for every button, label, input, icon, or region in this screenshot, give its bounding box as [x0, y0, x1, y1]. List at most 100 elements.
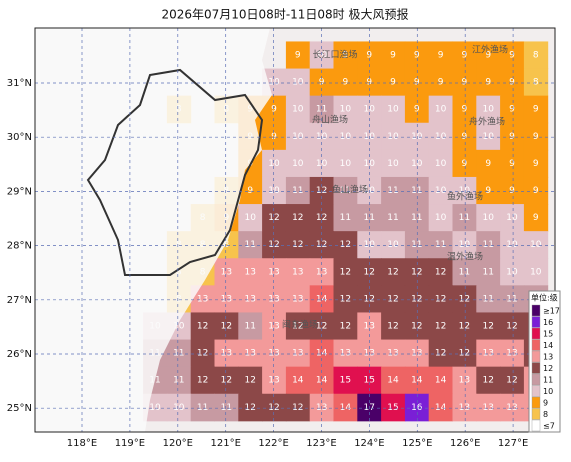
wind-cell	[428, 312, 453, 341]
wind-cell	[452, 68, 477, 97]
wind-cell	[428, 149, 453, 178]
wind-value: 9	[438, 78, 444, 88]
wind-value: 15	[340, 376, 351, 386]
wind-value: 12	[387, 267, 398, 277]
wind-value: 10	[268, 159, 280, 169]
wind-value: 13	[459, 403, 470, 413]
legend-label: ≥17	[543, 307, 560, 316]
wind-value: 12	[435, 322, 446, 332]
legend-swatch	[531, 316, 541, 328]
wind-cell	[476, 41, 501, 70]
wind-cell	[428, 231, 453, 259]
fishing-zone: 舟山渔场	[312, 114, 348, 126]
wind-cell	[285, 285, 311, 313]
wind-cell	[381, 312, 406, 341]
wind-value: 9	[509, 159, 515, 169]
wind-cell	[333, 95, 358, 124]
legend-swatch	[531, 373, 541, 386]
wind-value: 12	[268, 213, 279, 223]
wind-value: 12	[292, 213, 303, 223]
wind-value: 13	[268, 267, 279, 277]
wind-value: 13	[268, 376, 279, 386]
wind-value: 10	[435, 159, 447, 169]
wind-value: 11	[340, 213, 351, 223]
wind-cell	[452, 95, 477, 124]
wind-cell	[333, 204, 358, 232]
wind-cell	[476, 68, 501, 97]
wind-cell	[285, 149, 311, 178]
wind-cell	[523, 149, 549, 178]
wind-value: 10	[387, 105, 399, 115]
wind-cell	[452, 41, 477, 70]
wind-cell	[476, 258, 501, 286]
wind-cell	[381, 149, 406, 178]
wind-value: 12	[506, 322, 517, 332]
wind-cell	[190, 312, 215, 341]
lon-label: 124°E	[354, 438, 384, 449]
wind-value: 13	[316, 267, 327, 277]
wind-value: 12	[244, 376, 255, 386]
wind-cell	[523, 258, 549, 286]
wind-value: 10	[292, 159, 304, 169]
wind-value: 10	[459, 186, 471, 196]
wind-cell	[333, 393, 358, 422]
legend-swatch	[531, 304, 541, 317]
wind-value: 9	[485, 51, 491, 61]
wind-value: 10	[411, 132, 423, 142]
wind-cell	[285, 95, 311, 124]
wind-value: 11	[340, 186, 351, 196]
wind-value: 11	[173, 376, 184, 386]
wind-value: 9	[390, 51, 396, 61]
wind-cell	[333, 176, 358, 205]
wind-value: 13	[387, 349, 398, 359]
wind-value: 13	[244, 349, 255, 359]
wind-cell	[166, 339, 192, 368]
legend-title: 单位:级	[531, 293, 558, 303]
wind-value: 13	[482, 403, 493, 413]
wind-cell	[262, 393, 287, 422]
wind-value: 9	[414, 51, 420, 61]
wind-cell	[285, 393, 311, 422]
wind-value: 12	[411, 294, 422, 304]
wind-cell	[476, 393, 501, 422]
wind-cell	[285, 339, 311, 368]
wind-value: 14	[292, 376, 304, 386]
wind-value: 14	[435, 403, 447, 413]
wind-value: 14	[435, 376, 447, 386]
fishing-zone: 舟外渔场	[469, 116, 505, 128]
wind-value: 10	[340, 132, 352, 142]
wind-value: 9	[462, 105, 468, 115]
wind-value: 12	[340, 294, 351, 304]
lat-label: 25°N	[7, 403, 32, 414]
wind-cell	[428, 366, 453, 395]
wind-value: 10	[244, 213, 256, 223]
legend-swatch	[531, 419, 541, 432]
wind-value: 10	[173, 322, 185, 332]
wind-value: 10	[292, 132, 304, 142]
wind-value: 10	[363, 159, 375, 169]
wind-value: 10	[387, 132, 399, 142]
wind-value: 9	[271, 105, 277, 115]
wind-value: 9	[462, 132, 468, 142]
legend-label: 14	[543, 341, 553, 350]
lon-label: 123°E	[306, 438, 336, 449]
wind-cell	[262, 122, 287, 151]
wind-value: 10	[435, 105, 447, 115]
wind-cell	[500, 312, 525, 341]
wind-cell	[476, 149, 501, 178]
wind-cell	[333, 312, 358, 341]
wind-cell	[452, 366, 477, 395]
wind-value: 10	[482, 132, 494, 142]
wind-value: 10	[363, 105, 375, 115]
wind-value: 11	[197, 403, 208, 413]
wind-value: 11	[459, 267, 470, 277]
wind-cell	[523, 41, 549, 70]
wind-value: 11	[363, 213, 374, 223]
wind-value: 15	[363, 376, 374, 386]
wind-value: 14	[411, 376, 423, 386]
wind-value: 11	[459, 213, 470, 223]
wind-cell	[262, 312, 287, 341]
wind-value: 11	[244, 240, 255, 250]
lon-label: 120°E	[163, 438, 193, 449]
fishing-zone: 鱼外渔场	[447, 191, 483, 203]
